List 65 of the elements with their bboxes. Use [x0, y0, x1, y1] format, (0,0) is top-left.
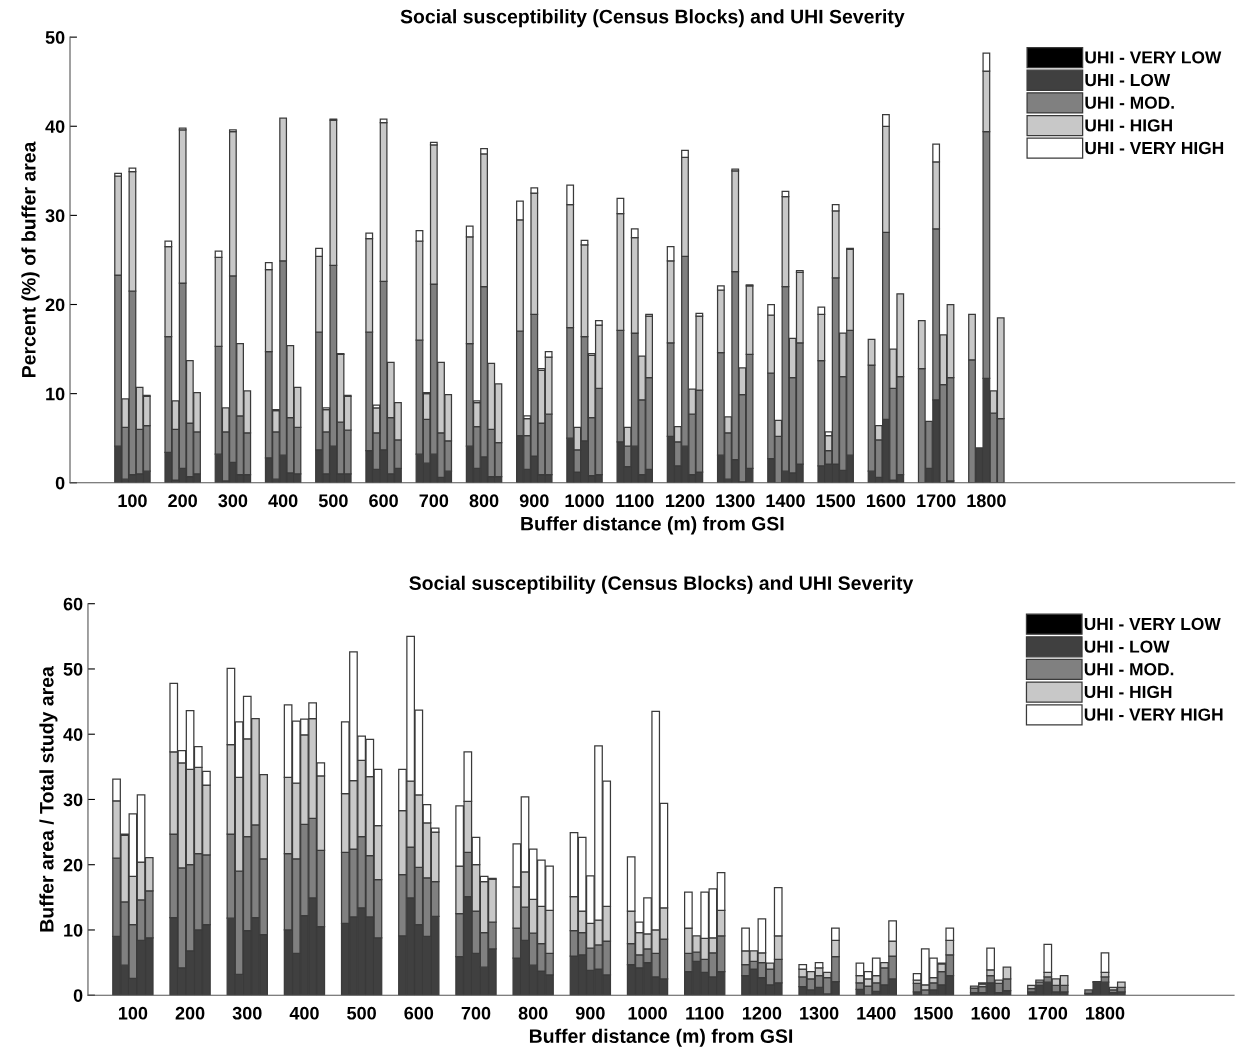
y-tick-label: 50 — [45, 31, 65, 44]
y-tick-label: 0 — [73, 989, 83, 1002]
x-tick-label: 1300 — [800, 1006, 839, 1020]
legend-label: UHI - HIGH — [1085, 119, 1172, 132]
x-tick-label: 400 — [268, 494, 298, 508]
x-tick-label: 300 — [232, 1006, 262, 1020]
x-tick-label: 500 — [347, 1006, 376, 1020]
x-tick-label: 1700 — [917, 494, 956, 508]
y-tick-label: 50 — [63, 662, 83, 676]
x-tick-label: 1800 — [967, 494, 1006, 508]
x-tick-label: 1800 — [1086, 1006, 1125, 1020]
x-tick-label: 200 — [175, 1006, 205, 1020]
x-tick-label: 400 — [289, 1006, 319, 1020]
x-tick-label: 200 — [168, 494, 197, 508]
x-axis-title: Buffer distance (m) from GSI — [521, 516, 784, 535]
legend-label: UHI - VERY HIGH — [1084, 708, 1223, 721]
legend-label: UHI - VERY LOW — [1085, 51, 1222, 64]
x-tick-label: 1500 — [914, 1006, 953, 1020]
legend-label: UHI - VERY LOW — [1084, 617, 1221, 631]
y-tick-label: 40 — [45, 120, 65, 133]
x-tick-label: 800 — [518, 1006, 548, 1020]
y-tick-label: 30 — [63, 793, 83, 807]
x-tick-label: 300 — [218, 494, 248, 508]
y-tick-label: 10 — [46, 387, 65, 401]
y-tick-label: 60 — [63, 597, 83, 611]
x-tick-label: 100 — [118, 494, 147, 508]
x-tick-label: 100 — [118, 1006, 148, 1020]
x-tick-label: 1600 — [866, 494, 906, 508]
chart-title: Social susceptibility (Census Blocks) and UHI Severity — [409, 575, 914, 594]
x-tick-label: 800 — [469, 494, 499, 508]
x-tick-label: 1400 — [766, 494, 805, 508]
y-tick-label: 40 — [63, 728, 83, 741]
x-tick-label: 1400 — [857, 1006, 896, 1020]
x-tick-label: 700 — [461, 1006, 491, 1020]
x-tick-label: 600 — [369, 494, 398, 508]
y-axis-title: Buffer area / Total study area — [39, 666, 58, 932]
y-tick-label: 10 — [64, 923, 83, 937]
x-tick-label: 900 — [575, 1006, 605, 1020]
x-tick-label: 1500 — [816, 494, 856, 508]
x-tick-label: 1000 — [565, 494, 604, 508]
x-tick-label: 1300 — [716, 494, 755, 508]
x-tick-label: 1100 — [686, 1006, 724, 1020]
legend-label: UHI - MOD. — [1084, 663, 1174, 676]
legend-label: UHI - LOW — [1085, 73, 1171, 87]
y-axis-title: Percent (%) of buffer area — [21, 141, 40, 377]
x-tick-label: 1600 — [971, 1006, 1010, 1020]
x-tick-label: 1700 — [1028, 1006, 1068, 1020]
x-tick-label: 500 — [318, 494, 348, 508]
legend-label: UHI - HIGH — [1084, 685, 1172, 699]
x-tick-label: 1200 — [666, 494, 705, 508]
x-tick-label: 1000 — [628, 1006, 667, 1020]
y-tick-label: 20 — [45, 298, 65, 312]
x-tick-label: 700 — [419, 494, 449, 508]
chart-title: Social susceptibility (Census Blocks) and UHI Severity — [400, 9, 905, 28]
x-tick-label: 1100 — [616, 494, 654, 508]
x-tick-label: 900 — [519, 494, 549, 508]
y-tick-label: 30 — [45, 209, 65, 223]
x-tick-label: 600 — [404, 1006, 434, 1020]
legend-label: UHI - LOW — [1084, 640, 1170, 653]
x-tick-label: 1200 — [742, 1006, 782, 1020]
legend-label: UHI - VERY HIGH — [1085, 141, 1224, 155]
x-axis-title: Buffer distance (m) from GSI — [529, 1028, 793, 1047]
y-tick-label: 20 — [63, 858, 83, 872]
legend-label: UHI - MOD. — [1085, 96, 1174, 109]
y-tick-label: 0 — [55, 476, 65, 490]
